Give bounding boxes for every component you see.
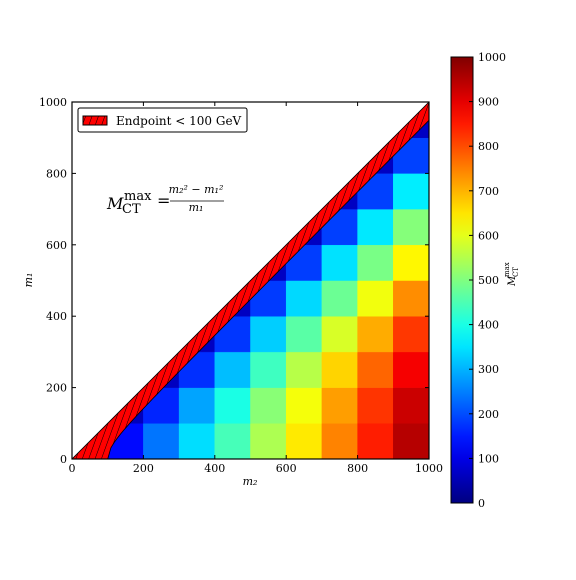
legend-box <box>77 107 248 133</box>
heat-cell <box>321 387 358 424</box>
formula-sub: CT <box>122 202 141 217</box>
colorbar-tick-label: 700 <box>478 185 499 198</box>
heatmap <box>72 102 429 459</box>
heat-cell <box>357 280 394 317</box>
x-tick-label: 400 <box>204 462 225 475</box>
heat-cell <box>214 351 251 388</box>
heat-cell <box>393 280 429 317</box>
colorbar-tick-label: 600 <box>478 229 499 242</box>
hatch-region <box>72 102 429 459</box>
heat-cell <box>285 351 323 388</box>
x-tick-label: 1000 <box>415 462 443 475</box>
heat-cell <box>321 423 358 459</box>
heat-cell <box>393 387 429 424</box>
colorbar-tick-label: 200 <box>478 408 499 421</box>
heat-cell <box>285 423 323 459</box>
legend-swatch <box>82 115 108 126</box>
heat-cell <box>393 423 429 459</box>
y-tick-label: 200 <box>46 382 67 395</box>
x-tick-label: 600 <box>276 462 297 475</box>
heat-cell <box>357 351 394 388</box>
heat-cell <box>250 315 287 353</box>
heat-cell <box>321 315 358 353</box>
heat-cell <box>250 387 287 424</box>
heat-cell <box>143 423 180 459</box>
colorbar-tick-label: 900 <box>478 96 499 109</box>
heat-cell <box>321 244 358 281</box>
heat-cell <box>357 387 394 424</box>
heat-cell <box>321 351 358 388</box>
y-tick-label: 400 <box>46 310 67 323</box>
plot-frame <box>71 101 430 460</box>
y-axis-label: m₁ <box>22 273 35 288</box>
formula-numerator: m₂² − m₁² <box>169 183 224 196</box>
heat-cell <box>357 208 394 246</box>
annotation: M CT max = m₂² − m₁² m₁ <box>106 183 224 217</box>
colorbar-label-sup: max <box>503 262 511 277</box>
colorbar-tick-label: 1000 <box>478 51 506 64</box>
colorbar-tick-label: 300 <box>478 363 499 376</box>
heat-cell <box>393 208 429 246</box>
heat-cell <box>214 423 251 459</box>
colorbar-tick-label: 100 <box>478 452 499 465</box>
heat-cell <box>393 315 429 353</box>
legend-label: Endpoint < 100 GeV <box>116 114 242 128</box>
colorbar-label-sub: CT <box>512 267 520 277</box>
colorbar-label: M CT max <box>503 262 520 287</box>
heat-cell <box>285 315 323 353</box>
formula-lhs: M <box>106 194 124 213</box>
heat-cell <box>393 351 429 388</box>
heat-cell <box>285 387 323 424</box>
heat-cell <box>250 423 287 459</box>
heat-cell <box>178 423 216 459</box>
colorbar-tick-label: 400 <box>478 319 499 332</box>
heat-cell <box>178 387 216 424</box>
x-tick-label: 200 <box>133 462 154 475</box>
formula-sup: max <box>124 189 152 204</box>
colorbar-tick-label: 800 <box>478 140 499 153</box>
heat-cell <box>357 244 394 281</box>
colorbar-tick-label: 500 <box>478 274 499 287</box>
y-tick-label: 800 <box>46 167 67 180</box>
colorbar-label-main: M <box>507 275 518 287</box>
heat-cell <box>357 315 394 353</box>
formula-eq: = <box>157 191 170 210</box>
formula-denominator: m₁ <box>189 201 204 214</box>
y-tick-label: 0 <box>60 453 67 466</box>
y-tick-label: 600 <box>46 239 67 252</box>
heat-cell <box>357 423 394 459</box>
colorbar-tick-label: 0 <box>478 497 485 510</box>
heat-cell <box>321 280 358 317</box>
y-tick-label: 1000 <box>39 96 67 109</box>
heat-cell <box>393 244 429 281</box>
x-tick-label: 800 <box>347 462 368 475</box>
x-axis-label: m₂ <box>243 475 258 488</box>
heat-cell <box>214 387 251 424</box>
x-tick-label: 0 <box>69 462 76 475</box>
heat-cell <box>393 173 429 210</box>
legend: Endpoint < 100 GeV <box>77 107 248 133</box>
heat-cell <box>285 280 323 317</box>
heat-cell <box>250 351 287 388</box>
